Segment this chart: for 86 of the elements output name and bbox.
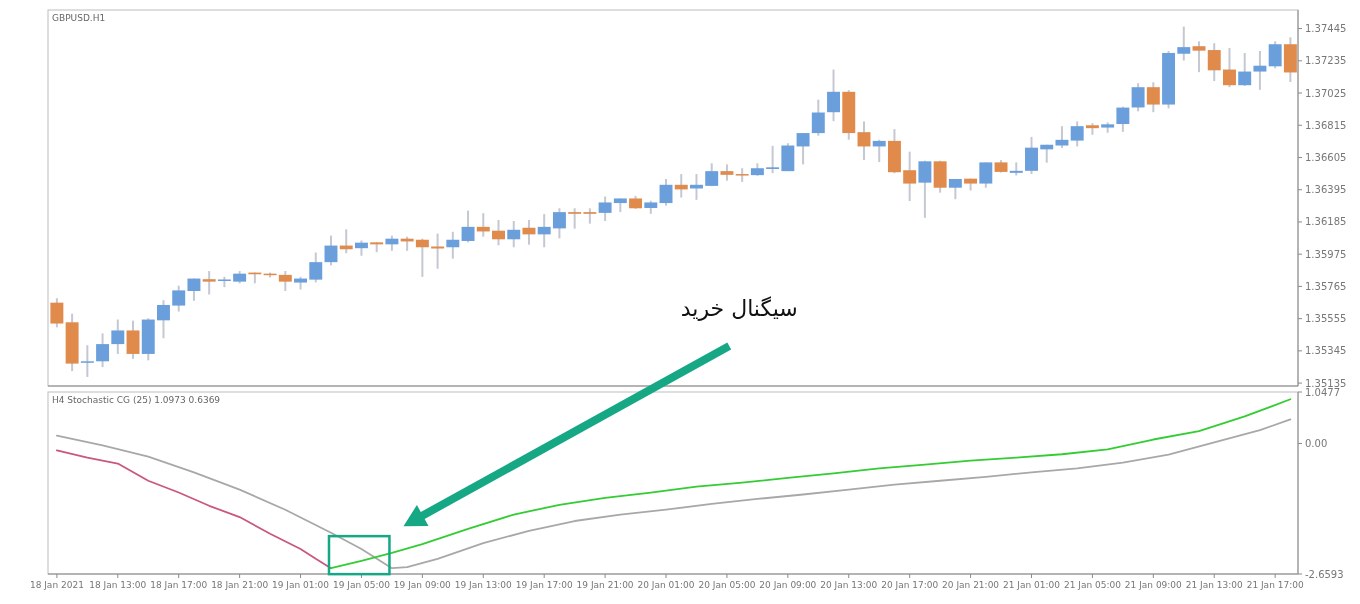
x-tick-label: 19 Jan 09:00 bbox=[393, 580, 452, 590]
candlestick bbox=[568, 207, 582, 230]
candlestick bbox=[552, 207, 566, 240]
y-tick-label: 1.35765 bbox=[1305, 280, 1347, 292]
y-tick-label: 1.37445 bbox=[1305, 23, 1347, 35]
line-series bbox=[55, 418, 1292, 570]
x-tick-label: 18 Jan 17:00 bbox=[150, 580, 208, 590]
y-tick-label: 1.36815 bbox=[1305, 119, 1347, 131]
y-tick-label: 1.0477 bbox=[1305, 386, 1340, 398]
candlestick bbox=[872, 138, 886, 164]
candlestick bbox=[1268, 40, 1282, 70]
candlestick bbox=[1223, 47, 1236, 89]
candlestick bbox=[80, 344, 94, 378]
x-tick-label: 19 Jan 01:00 bbox=[272, 580, 330, 590]
y-tick-label: 1.37025 bbox=[1305, 87, 1347, 99]
candlestick bbox=[1116, 105, 1130, 133]
candlestick bbox=[1055, 125, 1069, 149]
candlestick bbox=[1192, 40, 1206, 74]
candlestick bbox=[492, 218, 505, 247]
candlestick bbox=[811, 98, 825, 137]
y-tick-label: 1.36395 bbox=[1305, 184, 1347, 196]
chart-title: GBPUSD.H1 bbox=[52, 13, 106, 23]
candlestick bbox=[1070, 120, 1084, 148]
x-tick-label: 20 Jan 09:00 bbox=[759, 580, 817, 590]
candlestick bbox=[918, 159, 932, 219]
candlestick bbox=[202, 270, 216, 296]
chart-title: H4 Stochastic CG (25) 1.0973 0.6369 bbox=[52, 395, 221, 405]
x-tick-label: 18 Jan 13:00 bbox=[89, 580, 147, 590]
x-tick-label: 21 Jan 13:00 bbox=[1185, 580, 1244, 590]
x-tick-label: 20 Jan 05:00 bbox=[698, 580, 756, 590]
candlestick bbox=[172, 284, 186, 313]
y-tick-label: 1.35345 bbox=[1305, 345, 1347, 357]
candlestick bbox=[278, 270, 292, 292]
y-tick-label: 1.37235 bbox=[1305, 55, 1347, 67]
candlestick bbox=[979, 161, 993, 189]
y-tick-label: -2.6593 bbox=[1305, 568, 1344, 580]
candlestick bbox=[50, 297, 64, 329]
annotation: سیگنال خرید bbox=[680, 296, 798, 321]
x-tick-label: 19 Jan 21:00 bbox=[576, 580, 634, 590]
candlestick bbox=[522, 218, 536, 246]
x-tick-label: 21 Jan 05:00 bbox=[1063, 580, 1122, 590]
x-tick-label: 21 Jan 17:00 bbox=[1246, 580, 1304, 590]
x-tick-label: 19 Jan 13:00 bbox=[454, 580, 513, 590]
y-tick-label: 0.00 bbox=[1305, 437, 1328, 449]
candlestick bbox=[461, 209, 475, 244]
candlestick bbox=[1025, 135, 1038, 176]
candlestick bbox=[537, 213, 551, 249]
candlestick bbox=[309, 251, 323, 284]
x-tick-label: 18 Jan 2021 bbox=[29, 580, 84, 590]
y-tick-label: 1.35135 bbox=[1305, 377, 1347, 389]
line-series bbox=[330, 398, 1292, 570]
candlestick bbox=[431, 232, 445, 270]
x-tick-label: 20 Jan 17:00 bbox=[881, 580, 939, 590]
x-tick-label: 20 Jan 01:00 bbox=[637, 580, 695, 590]
candlestick bbox=[796, 132, 810, 166]
y-tick-label: 1.36185 bbox=[1305, 216, 1347, 228]
candlestick bbox=[507, 220, 521, 249]
x-tick-label: 18 Jan 21:00 bbox=[211, 580, 269, 590]
candlestick bbox=[415, 237, 429, 278]
candlestick bbox=[1207, 42, 1221, 83]
y-tick-label: 1.36605 bbox=[1305, 151, 1347, 163]
candlestick bbox=[903, 150, 917, 203]
candlestick bbox=[1146, 81, 1160, 114]
candlestick bbox=[827, 68, 841, 123]
candlestick bbox=[446, 230, 460, 260]
x-tick-label: 21 Jan 09:00 bbox=[1124, 580, 1183, 590]
candlestick bbox=[126, 319, 140, 360]
x-tick-label: 20 Jan 21:00 bbox=[942, 580, 1000, 590]
candlestick bbox=[1131, 82, 1145, 113]
x-tick-label: 21 Jan 01:00 bbox=[1003, 580, 1061, 590]
candlestick bbox=[1253, 49, 1267, 91]
candlestick bbox=[111, 318, 125, 355]
candlestick bbox=[857, 120, 871, 162]
candlestick bbox=[96, 332, 110, 369]
candlestick bbox=[157, 299, 170, 340]
candlestick bbox=[766, 144, 780, 175]
x-tick-label: 20 Jan 13:00 bbox=[820, 580, 878, 590]
x-tick-label: 19 Jan 05:00 bbox=[332, 580, 391, 590]
candlestick bbox=[598, 195, 612, 223]
x-tick-label: 19 Jan 17:00 bbox=[515, 580, 573, 590]
y-tick-label: 1.35555 bbox=[1305, 313, 1347, 325]
candlestick bbox=[1177, 25, 1191, 62]
candlestick bbox=[1238, 51, 1252, 87]
candlestick bbox=[659, 177, 673, 207]
candlestick bbox=[583, 207, 597, 225]
y-tick-label: 1.35975 bbox=[1305, 248, 1347, 260]
